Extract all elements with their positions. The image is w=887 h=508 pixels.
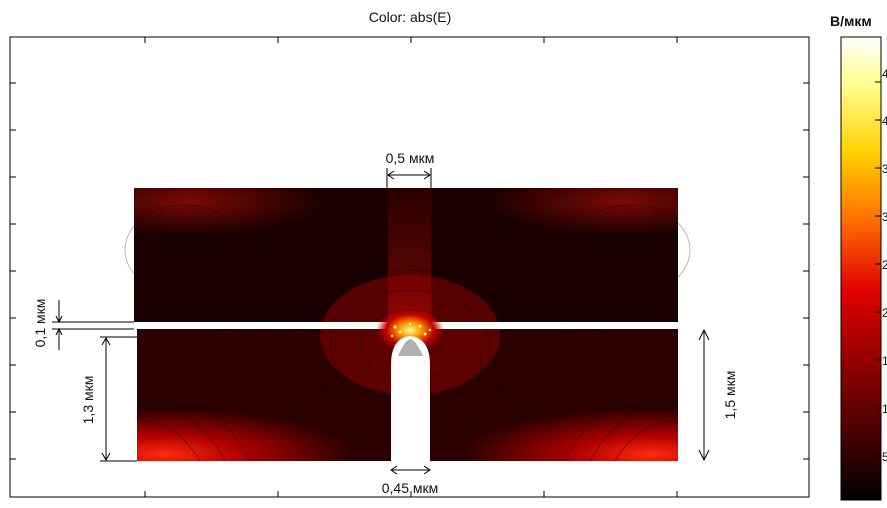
gap-height-label: 0,1 мкм	[32, 299, 48, 348]
tip-hotspot	[376, 308, 444, 352]
colorbar-tick-label: 5	[882, 450, 887, 464]
upper-field-region	[124, 188, 691, 356]
dimension-slot-width	[386, 168, 432, 190]
lower-height-right-label: 1,5 мкм	[722, 371, 738, 420]
colorbar-tick-label: 1	[882, 354, 887, 368]
colorbar-tick-label: 1	[882, 402, 887, 416]
colorbar-ticks	[875, 81, 881, 457]
axis-ticks	[10, 37, 809, 497]
dimension-lower-height-right	[698, 328, 710, 462]
probe-tip	[391, 336, 430, 461]
dimension-gap-height	[52, 300, 134, 350]
colorbar-tick-label: 3	[882, 162, 887, 176]
tip-width-label: 0,45 мкм	[382, 480, 439, 496]
lower-height-left-label: 1,3 мкм	[80, 376, 96, 425]
dimension-tip-width	[390, 465, 431, 475]
slot-width-label: 0,5 мкм	[386, 150, 435, 166]
colorbar-tick-label: 4	[882, 67, 887, 81]
colorbar-tick-label: 4	[882, 114, 887, 128]
colorbar-tick-label: 3	[882, 210, 887, 224]
colorbar-unit: В/мкм	[830, 13, 872, 29]
dimension-lower-height-left	[100, 336, 137, 462]
colorbar-tick-label: 2	[882, 306, 887, 320]
colorbar	[840, 36, 882, 501]
plot-title: Color: abs(E)	[369, 9, 451, 25]
colorbar-tick-label: 2	[882, 258, 887, 272]
